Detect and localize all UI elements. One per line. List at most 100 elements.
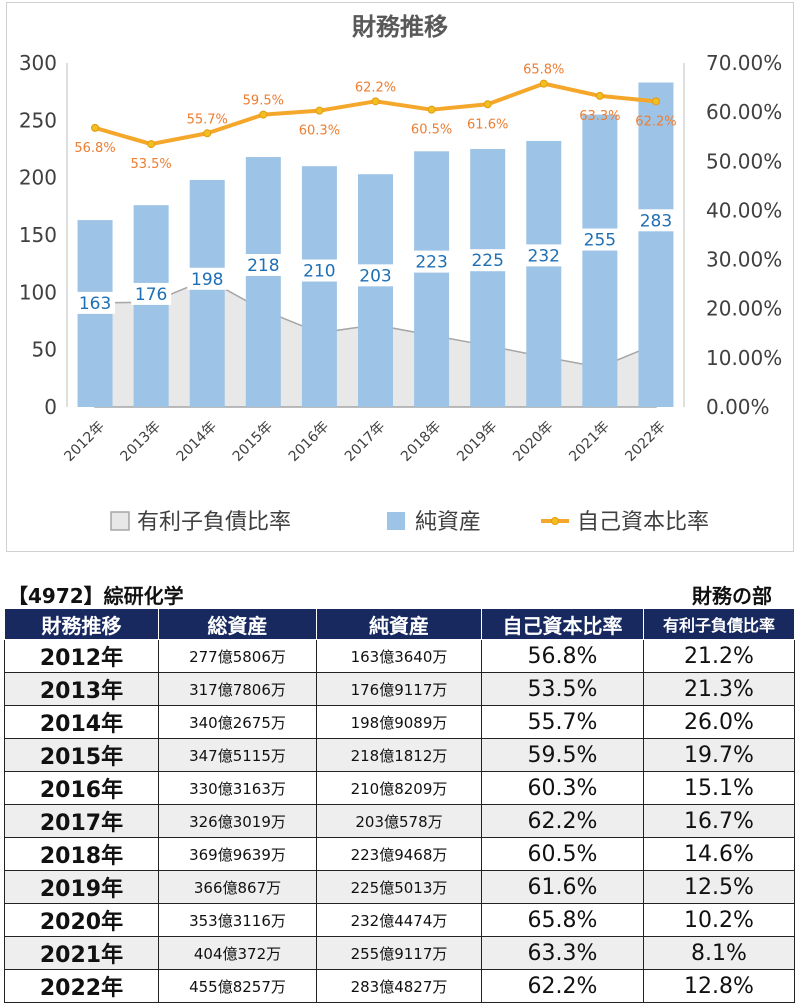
net-assets-bar <box>245 157 281 407</box>
cell-debt-ratio: 12.8% <box>643 969 795 1003</box>
legend-debt-label: 有利子負債比率 <box>137 510 291 535</box>
y-right-tick-label: 70.00% <box>706 51 782 75</box>
header-period: 財務推移 <box>4 608 159 640</box>
table-row: 2012年 277億5806万 163億3640万 56.8% 21.2% <box>4 639 795 673</box>
chart-panel: 財務推移 0 50 100 150 200 250 300 0.00% 10.00% 20.00% 3… <box>6 2 794 552</box>
cell-year: 2013年 <box>4 672 159 706</box>
y-right-tick-label: 50.00% <box>706 149 782 173</box>
y-right-tick-label: 20.00% <box>706 297 782 321</box>
net-assets-bar <box>526 140 562 407</box>
cell-equity-ratio: 65.8% <box>481 903 644 937</box>
net-assets-label-bg <box>187 267 228 290</box>
net-assets-label-bg <box>635 209 676 232</box>
net-assets-bar <box>301 166 337 407</box>
equity-ratio-data-label: 65.8% <box>523 63 564 78</box>
equity-ratio-point <box>371 97 380 106</box>
cell-total-assets: 369億9639万 <box>158 837 317 871</box>
cell-year: 2016年 <box>4 771 159 805</box>
table-row: 2013年 317億7806万 176億9117万 53.5% 21.3% <box>4 672 795 706</box>
net-assets-label-bg <box>523 244 564 267</box>
header-equity-ratio: 自己資本比率 <box>481 608 644 640</box>
company-title: 【4972】綜研化学 <box>8 584 184 608</box>
equity-ratio-data-label: 59.5% <box>243 94 284 109</box>
equity-ratio-point <box>203 129 212 138</box>
net-assets-bar <box>358 174 393 407</box>
x-tick-label: 2019年 <box>454 419 500 465</box>
net-assets-data-label: 210 <box>303 262 335 282</box>
cell-total-assets: 330億3163万 <box>158 771 317 805</box>
equity-ratio-point <box>595 91 604 100</box>
cell-total-assets: 326億3019万 <box>158 804 317 838</box>
cell-equity-ratio: 62.2% <box>481 969 644 1003</box>
cell-net-assets: 210億8209万 <box>316 771 482 805</box>
x-tick-label: 2020年 <box>510 419 556 465</box>
net-assets-label-bg <box>75 291 116 314</box>
cell-equity-ratio: 60.5% <box>481 837 644 871</box>
table-row: 2020年 353億3116万 232億4474万 65.8% 10.2% <box>4 903 795 937</box>
cell-year: 2022年 <box>4 969 159 1003</box>
equity-ratio-data-label: 56.8% <box>74 141 115 156</box>
net-assets-data-label: 283 <box>640 211 672 231</box>
net-assets-data-label: 255 <box>584 231 616 251</box>
equity-ratio-data-label: 62.2% <box>355 80 396 95</box>
y-left-tick-label: 200 <box>19 166 57 190</box>
cell-equity-ratio: 61.6% <box>481 870 644 904</box>
x-tick-label: 2018年 <box>398 419 444 465</box>
cell-equity-ratio: 60.3% <box>481 771 644 805</box>
x-tick-label: 2021年 <box>566 419 612 465</box>
legend-equity-marker <box>551 517 559 525</box>
net-assets-data-label: 198 <box>191 270 223 290</box>
x-tick-label: 2022年 <box>622 419 668 465</box>
table-row: 2022年 455億8257万 283億4827万 62.2% 12.8% <box>4 969 795 1003</box>
cell-year: 2017年 <box>4 804 159 838</box>
table-row: 2014年 340億2675万 198億9089万 55.7% 26.0% <box>4 705 795 739</box>
chart-title: 財務推移 <box>352 13 448 41</box>
equity-ratio-point <box>315 106 324 115</box>
net-assets-bar <box>470 149 506 407</box>
net-assets-bar <box>189 179 225 407</box>
net-assets-bar <box>638 82 674 407</box>
legend-net-assets-swatch <box>387 512 405 530</box>
cell-debt-ratio: 26.0% <box>643 705 795 739</box>
equity-ratio-point <box>651 97 660 106</box>
header-total-assets: 総資産 <box>158 608 317 640</box>
cell-total-assets: 340億2675万 <box>158 705 317 739</box>
cell-debt-ratio: 14.6% <box>643 837 795 871</box>
y-right-tick-label: 60.00% <box>706 100 782 124</box>
header-debt-ratio: 有利子負債比率 <box>643 608 795 640</box>
cell-debt-ratio: 12.5% <box>643 870 795 904</box>
equity-ratio-point <box>91 123 100 132</box>
net-assets-data-label: 176 <box>135 285 167 305</box>
y-left-tick-label: 250 <box>19 108 57 132</box>
x-tick-label: 2016年 <box>286 419 332 465</box>
net-assets-bar <box>582 114 618 407</box>
cell-year: 2019年 <box>4 870 159 904</box>
cell-year: 2018年 <box>4 837 159 871</box>
cell-equity-ratio: 62.2% <box>481 804 644 838</box>
table-row: 2019年 366億867万 225億5013万 61.6% 12.5% <box>4 870 795 904</box>
cell-net-assets: 283億4827万 <box>316 969 482 1003</box>
legend-net-assets-label: 純資産 <box>415 510 481 535</box>
legend-debt-swatch <box>110 511 130 531</box>
net-assets-label-bg <box>243 254 284 277</box>
net-assets-label-bg <box>355 264 396 287</box>
equity-ratio-data-label: 62.2% <box>635 114 676 129</box>
cell-total-assets: 455億8257万 <box>158 969 317 1003</box>
cell-equity-ratio: 53.5% <box>481 672 644 706</box>
cell-year: 2014年 <box>4 705 159 739</box>
cell-total-assets: 404億372万 <box>158 936 317 970</box>
equity-ratio-data-label: 60.3% <box>299 124 340 139</box>
cell-net-assets: 255億9117万 <box>316 936 482 970</box>
section-label: 財務の部 <box>692 584 772 608</box>
cell-equity-ratio: 59.5% <box>481 738 644 772</box>
table-row: 2015年 347億5115万 218億1812万 59.5% 19.7% <box>4 738 795 772</box>
table-row: 2021年 404億372万 255億9117万 63.3% 8.1% <box>4 936 795 970</box>
x-tick-label: 2012年 <box>61 419 107 465</box>
cell-debt-ratio: 21.2% <box>643 639 795 673</box>
equity-ratio-data-label: 55.7% <box>187 112 228 127</box>
cell-debt-ratio: 16.7% <box>643 804 795 838</box>
cell-total-assets: 277億5806万 <box>158 639 317 673</box>
net-assets-data-label: 218 <box>247 256 279 276</box>
y-left-tick-label: 50 <box>32 338 57 362</box>
equity-ratio-point <box>539 79 548 88</box>
